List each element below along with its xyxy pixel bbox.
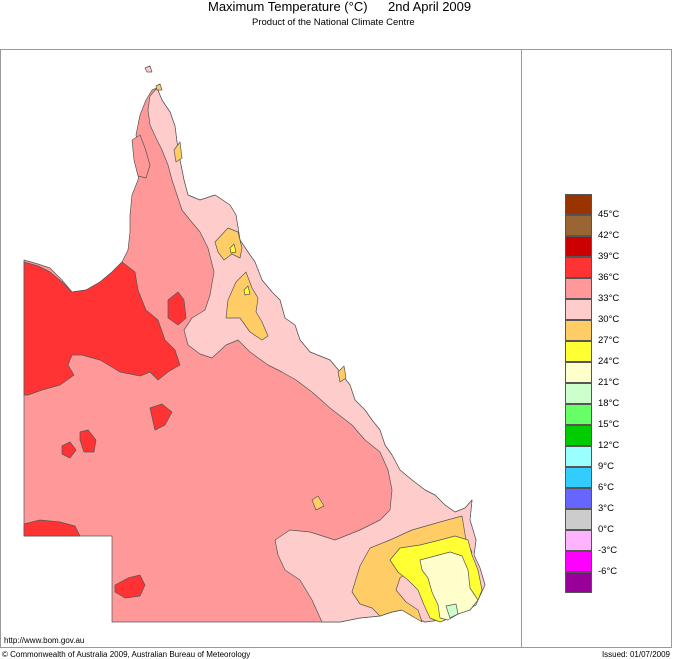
- island-torres1: [144, 65, 153, 73]
- legend-label: 39°C: [598, 251, 620, 262]
- legend-label: -3°C: [598, 545, 618, 556]
- band-36-39-island4: [79, 429, 97, 453]
- band-27-30-mackay: [337, 365, 347, 383]
- band-36-39-island3: [61, 441, 77, 459]
- legend-label: 18°C: [598, 398, 620, 409]
- legend-swatch-5: [565, 299, 592, 320]
- legend-swatch-16: [565, 530, 592, 551]
- legend-label: 0°C: [598, 524, 614, 535]
- band-33-36-cape: [131, 134, 151, 179]
- legend-label: 27°C: [598, 335, 620, 346]
- band-24-27-spot2: [243, 285, 251, 296]
- source-url: http://www.bom.gov.au: [4, 636, 85, 645]
- band-27-30-central: [225, 271, 269, 341]
- legend-swatch-11: [565, 425, 592, 446]
- temperature-map: [23, 65, 486, 623]
- legend-swatch-6: [565, 320, 592, 341]
- legend-swatch-2: [565, 236, 592, 257]
- legend-swatch-4: [565, 278, 592, 299]
- legend-swatch-3: [565, 257, 592, 278]
- legend-swatch-1: [565, 215, 592, 236]
- legend-label: 9°C: [598, 461, 614, 472]
- band-24-27-spot1: [229, 243, 237, 254]
- band-27-30-island: [311, 495, 325, 511]
- island-torres2: [155, 83, 163, 91]
- issued-date: Issued: 01/07/2009: [601, 650, 670, 659]
- legend-label: 30°C: [598, 314, 620, 325]
- legend-label: 33°C: [598, 293, 620, 304]
- legend-swatch-7: [565, 341, 592, 362]
- band-21-24-se: [419, 551, 479, 621]
- legend-swatch-12: [565, 446, 592, 467]
- legend-swatch-17: [565, 551, 592, 572]
- title-variable: Maximum Temperature (°C): [208, 0, 368, 14]
- band-36-39-island1: [167, 291, 187, 326]
- subtitle: Product of the National Climate Centre: [252, 17, 415, 28]
- legend-label: 21°C: [598, 377, 620, 388]
- legend-label: 6°C: [598, 482, 614, 493]
- legend-swatch-18: [565, 572, 592, 593]
- band-18-21-se: [445, 603, 459, 619]
- legend-divider: [521, 49, 522, 648]
- legend-swatch-13: [565, 467, 592, 488]
- band-27-30-north1: [173, 141, 183, 163]
- legend-swatch-14: [565, 488, 592, 509]
- legend-swatch-9: [565, 383, 592, 404]
- band-36-39-gulf: [23, 261, 181, 396]
- band-36-39-south: [114, 574, 146, 599]
- legend-label: -6°C: [598, 566, 618, 577]
- legend-label: 3°C: [598, 503, 614, 514]
- legend-swatch-8: [565, 362, 592, 383]
- legend-label: 15°C: [598, 419, 620, 430]
- legend-swatch-0: [565, 194, 592, 215]
- band-36-39-island2: [149, 403, 173, 431]
- legend-label: 12°C: [598, 440, 620, 451]
- copyright-notice: © Commonwealth of Australia 2009, Austra…: [2, 650, 251, 659]
- legend-label: 24°C: [598, 356, 620, 367]
- legend-swatch-10: [565, 404, 592, 425]
- legend-label: 42°C: [598, 230, 620, 241]
- legend-swatch-15: [565, 509, 592, 530]
- map-title: Maximum Temperature (°C) 2nd April 2009: [0, 0, 674, 20]
- band-36-39-sw: [23, 519, 81, 537]
- map-frame: [0, 49, 672, 648]
- legend-label: 36°C: [598, 272, 620, 283]
- legend-label: 45°C: [598, 209, 620, 220]
- title-date: 2nd April 2009: [388, 0, 472, 14]
